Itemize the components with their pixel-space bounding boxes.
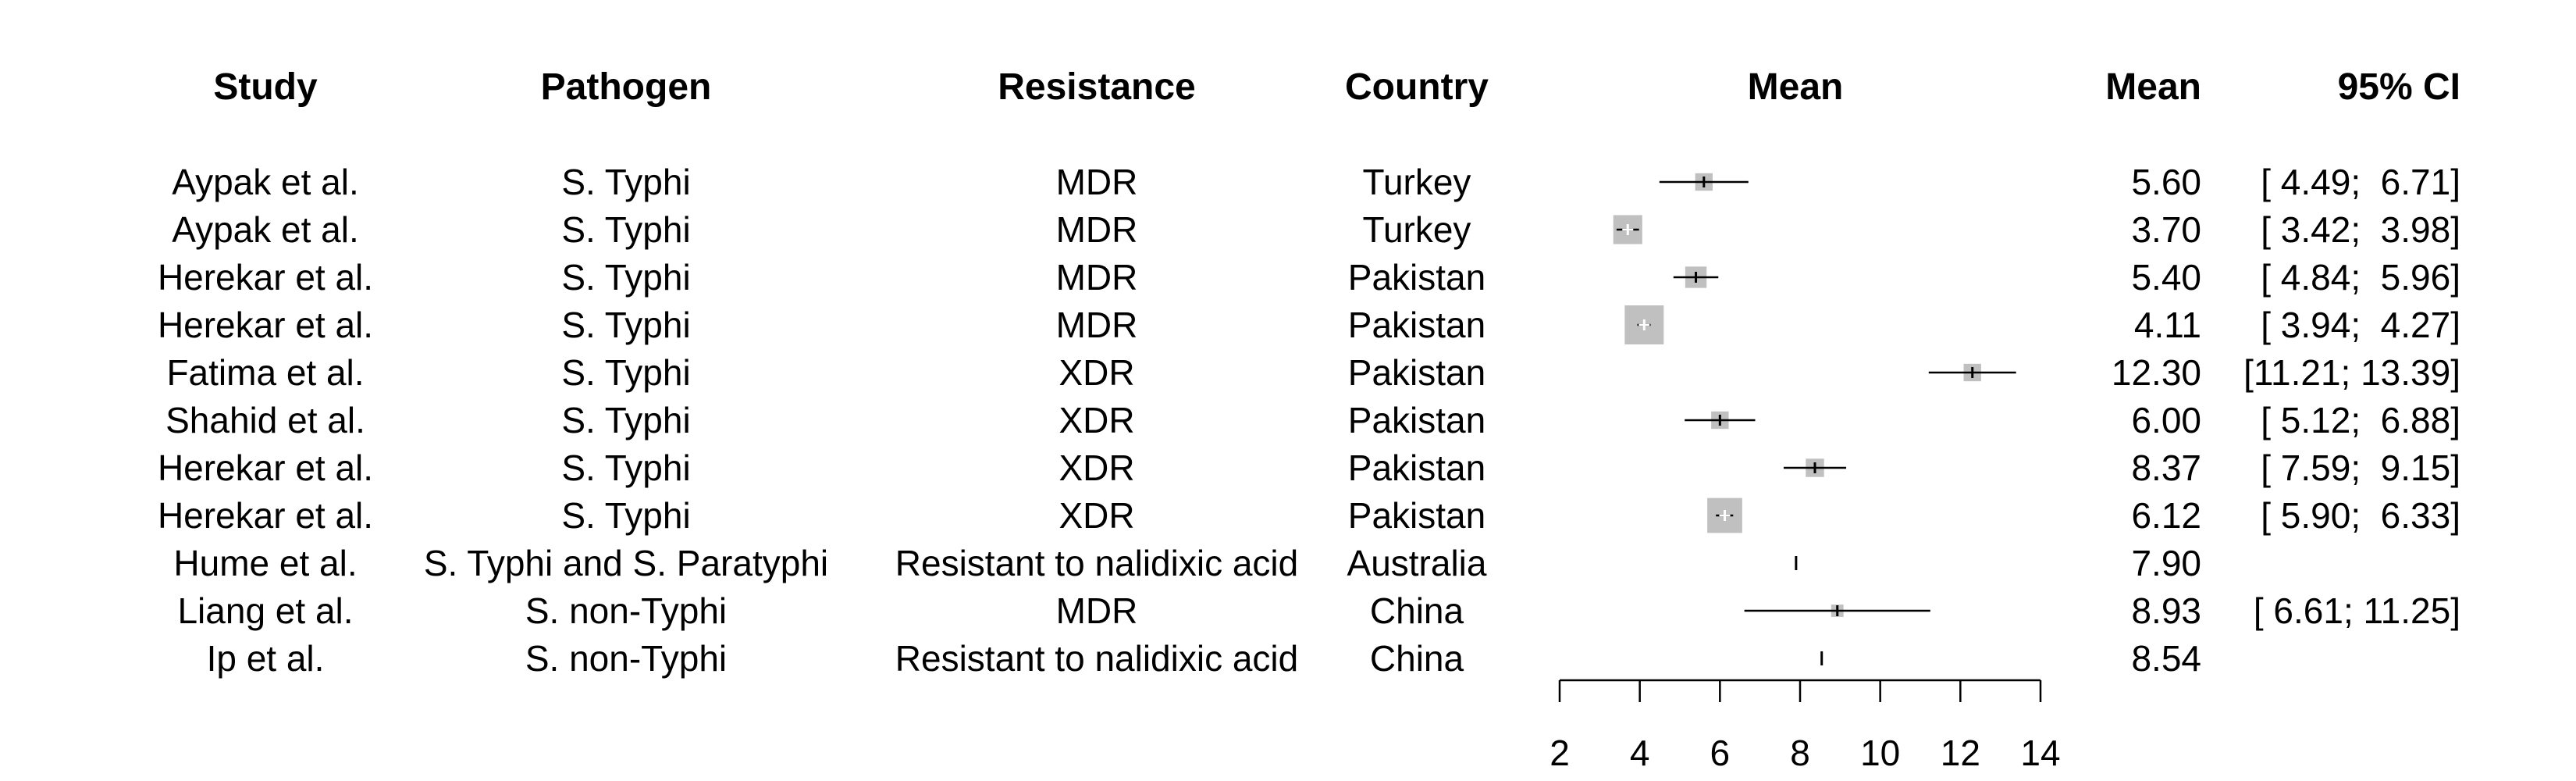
table-row: Ip et al. S. non-Typhi Resistant to nalidi…: [0, 635, 2576, 682]
row-country: Pakistan: [1347, 400, 1486, 440]
row-mean: 12.30: [2111, 352, 2201, 393]
row-mean: 7.90: [2131, 543, 2201, 583]
header-country: Country: [1345, 66, 1489, 108]
x-tick-label: 8: [1790, 733, 1810, 773]
row-pathogen: S. Typhi: [561, 209, 691, 250]
row-pathogen: S. non-Typhi: [525, 638, 728, 679]
row-ci: [ 5.12; 6.88]: [2261, 400, 2460, 440]
row-ci: [ 7.59; 9.15]: [2261, 448, 2460, 488]
row-resistance: MDR: [1055, 305, 1138, 345]
row-resistance: XDR: [1059, 400, 1135, 440]
row-country: Australia: [1347, 543, 1487, 583]
row-study: Aypak et al.: [172, 162, 359, 202]
row-country: China: [1369, 638, 1464, 679]
row-pathogen: S. Typhi: [561, 162, 691, 202]
row-mean: 5.40: [2131, 257, 2201, 298]
header-mean-plot: Mean: [1747, 66, 1844, 108]
table-row: Aypak et al. S. Typhi MDR Turkey 3.70 [ 3.42;…: [0, 206, 2576, 253]
row-resistance: Resistant to nalidixic acid: [895, 638, 1299, 679]
row-study: Herekar et al.: [157, 305, 374, 345]
header-study: Study: [213, 66, 318, 108]
row-pathogen: S. Typhi: [561, 352, 691, 393]
row-resistance: MDR: [1055, 162, 1138, 202]
row-resistance: MDR: [1055, 590, 1138, 631]
row-country: Pakistan: [1347, 352, 1486, 393]
row-ci: [ 5.90; 6.33]: [2261, 495, 2460, 536]
row-mean: 8.54: [2131, 638, 2201, 679]
row-pathogen: S. Typhi: [561, 305, 691, 345]
row-country: Pakistan: [1347, 257, 1486, 298]
row-study: Fatima et al.: [166, 352, 365, 393]
row-mean: 6.00: [2131, 400, 2201, 440]
row-mean: 3.70: [2131, 209, 2201, 250]
row-ci: [ 3.94; 4.27]: [2261, 305, 2460, 345]
row-pathogen: S. non-Typhi: [525, 590, 728, 631]
header-ci: 95% CI: [2337, 66, 2460, 108]
header-resistance: Resistance: [998, 66, 1196, 108]
row-ci: [11.21; 13.39]: [2243, 352, 2460, 393]
row-resistance: MDR: [1055, 257, 1138, 298]
table-row: Herekar et al. S. Typhi XDR Pakistan 8.37 [ 7…: [0, 444, 2576, 491]
row-pathogen: S. Typhi: [561, 495, 691, 536]
row-country: Turkey: [1362, 209, 1471, 250]
row-country: Pakistan: [1347, 448, 1486, 488]
row-mean: 4.11: [2133, 305, 2201, 345]
row-pathogen: S. Typhi: [561, 448, 691, 488]
header-pathogen: Pathogen: [540, 66, 712, 108]
row-country: Turkey: [1362, 162, 1471, 202]
row-mean: 6.12: [2131, 495, 2201, 536]
row-study: Hume et al.: [173, 543, 358, 583]
table-row: Fatima et al. S. Typhi XDR Pakistan 12.30 [11…: [0, 349, 2576, 396]
row-country: Pakistan: [1347, 495, 1486, 536]
table-row: Herekar et al. S. Typhi MDR Pakistan 4.11 [ 3…: [0, 301, 2576, 348]
table-row: Liang et al. S. non-Typhi MDR China 8.93 [ 6.…: [0, 587, 2576, 634]
row-mean: 5.60: [2131, 162, 2201, 202]
row-resistance: XDR: [1059, 448, 1135, 488]
x-tick-label: 14: [2020, 733, 2060, 773]
row-resistance: XDR: [1059, 352, 1135, 393]
row-resistance: XDR: [1059, 495, 1135, 536]
row-study: Herekar et al.: [157, 495, 374, 536]
row-study: Ip et al.: [206, 638, 325, 679]
row-study: Aypak et al.: [172, 209, 359, 250]
row-study: Herekar et al.: [157, 257, 374, 298]
table-row: Hume et al. S. Typhi and S. Paratyphi Resi…: [0, 540, 2576, 587]
row-mean: 8.37: [2131, 448, 2201, 488]
x-tick-label: 12: [1941, 733, 1980, 773]
row-pathogen: S. Typhi: [561, 257, 691, 298]
row-ci: [ 6.61; 11.25]: [2253, 590, 2460, 631]
table-row: Aypak et al. S. Typhi MDR Turkey 5.60 [ 4.49;…: [0, 159, 2576, 205]
row-pathogen: S. Typhi: [561, 400, 691, 440]
row-country: China: [1369, 590, 1464, 631]
row-ci: [ 3.42; 3.98]: [2261, 209, 2460, 250]
row-country: Pakistan: [1347, 305, 1486, 345]
x-tick-label: 6: [1710, 733, 1731, 773]
row-pathogen: S. Typhi and S. Paratyphi: [423, 543, 829, 583]
row-study: Liang et al.: [177, 590, 354, 631]
header-mean: Mean: [2105, 66, 2201, 108]
row-ci: [ 4.84; 5.96]: [2261, 257, 2460, 298]
table-row: Shahid et al. S. Typhi XDR Pakistan 6.00 [ 5.…: [0, 397, 2576, 444]
row-ci: [ 4.49; 6.71]: [2261, 162, 2460, 202]
row-mean: 8.93: [2131, 590, 2201, 631]
table-row: Herekar et al. S. Typhi MDR Pakistan 5.40 [ 4…: [0, 254, 2576, 301]
x-tick-label: 4: [1630, 733, 1650, 773]
row-study: Shahid et al.: [165, 400, 365, 440]
x-tick-label: 2: [1550, 733, 1570, 773]
x-tick-label: 10: [1860, 733, 1900, 773]
row-study: Herekar et al.: [157, 448, 374, 488]
table-row: Herekar et al. S. Typhi XDR Pakistan 6.12 [ 5…: [0, 492, 2576, 539]
row-resistance: MDR: [1055, 209, 1138, 250]
row-resistance: Resistant to nalidixic acid: [895, 543, 1299, 583]
